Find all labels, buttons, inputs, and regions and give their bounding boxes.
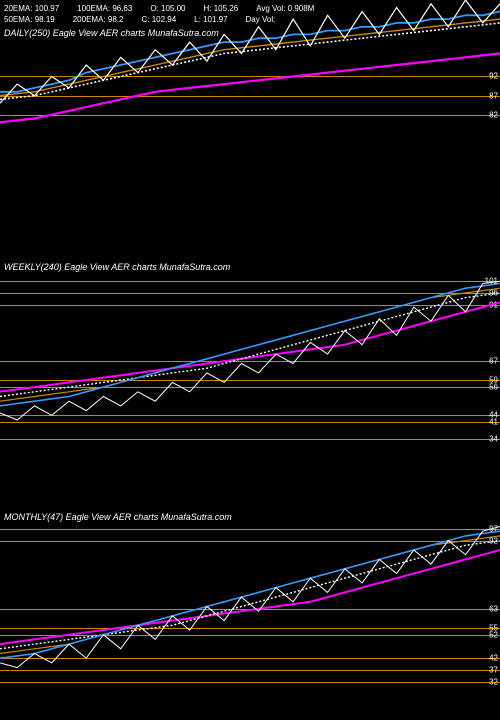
stat-item: C: 102.94	[141, 15, 176, 24]
stat-label: 100EMA:	[77, 4, 110, 13]
chart-title-weekly: WEEKLY(240) Eagle View AER charts Munafa…	[0, 260, 234, 274]
stat-label: Day Vol:	[246, 15, 276, 24]
stat-value: 102.94	[152, 15, 176, 24]
stat-value: 98.2	[108, 15, 124, 24]
stat-item: L: 101.97	[194, 15, 227, 24]
stat-label: O:	[150, 4, 158, 13]
stat-item: 20EMA: 100.97	[4, 4, 59, 13]
chart-svg-weekly	[0, 260, 500, 460]
stat-label: 200EMA:	[73, 15, 106, 24]
chart-title-daily: DAILY(250) Eagle View AER charts MunafaS…	[0, 26, 223, 40]
stat-label: Avg Vol:	[256, 4, 285, 13]
stat-label: 50EMA:	[4, 15, 32, 24]
chart-panel-weekly: WEEKLY(240) Eagle View AER charts Munafa…	[0, 260, 500, 460]
ema50-line	[0, 288, 500, 401]
ema20-line	[0, 531, 500, 658]
stat-value: 101.97	[203, 15, 227, 24]
ema20-line	[0, 284, 500, 406]
stat-item: 200EMA: 98.2	[73, 15, 124, 24]
stat-label: L:	[194, 15, 201, 24]
stat-value: 96.63	[112, 4, 132, 13]
stat-item: H: 105.26	[204, 4, 239, 13]
stat-item: O: 105.00	[150, 4, 185, 13]
stat-value: 105.00	[161, 4, 185, 13]
stat-item: Avg Vol: 0.908M	[256, 4, 314, 13]
ema200-line	[0, 550, 500, 644]
ema200-line	[0, 54, 500, 123]
stat-value: 100.97	[35, 4, 59, 13]
stat-item: Day Vol:	[246, 15, 276, 24]
stat-label: H:	[204, 4, 212, 13]
stats-row-2: 50EMA: 98.19 200EMA: 98.2 C: 102.94 L: 101.…	[0, 13, 279, 26]
stat-label: C:	[141, 15, 149, 24]
chart-title-monthly: MONTHLY(47) Eagle View AER charts Munafa…	[0, 510, 236, 524]
stat-label: 20EMA:	[4, 4, 32, 13]
chart-panel-monthly: MONTHLY(47) Eagle View AER charts Munafa…	[0, 510, 500, 710]
stat-value: 98.19	[35, 15, 55, 24]
stat-value: 105.26	[214, 4, 238, 13]
stat-value: 0.908M	[288, 4, 315, 13]
chart-svg-monthly	[0, 510, 500, 710]
price-line	[0, 281, 500, 420]
stat-item: 50EMA: 98.19	[4, 15, 55, 24]
stat-item: 100EMA: 96.63	[77, 4, 132, 13]
